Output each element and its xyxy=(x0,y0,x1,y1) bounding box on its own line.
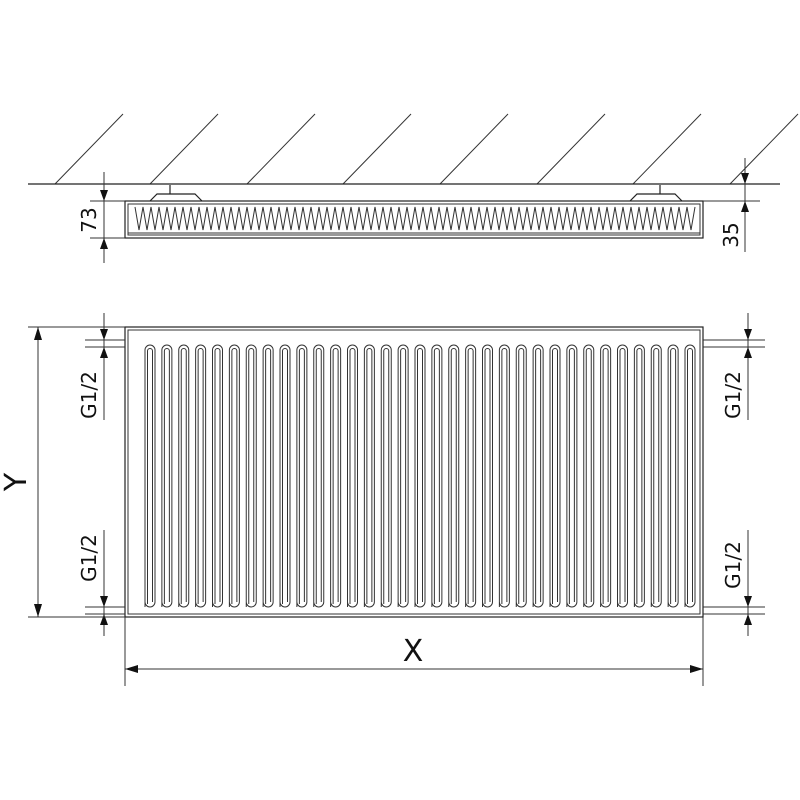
fin xyxy=(313,344,325,608)
connection-pipes xyxy=(85,339,765,615)
fin xyxy=(262,344,274,608)
radiator-panel xyxy=(124,326,704,618)
fin xyxy=(532,344,544,608)
radiator-top-view xyxy=(124,185,704,239)
connection-dimension-right: G1/2 G1/2 xyxy=(721,313,752,636)
wall-gap-label: 35 xyxy=(719,222,743,247)
fin xyxy=(195,344,207,608)
fin xyxy=(380,344,392,608)
fin xyxy=(296,344,308,608)
fin xyxy=(617,344,628,608)
fin xyxy=(600,344,612,608)
width-label: X xyxy=(403,634,424,669)
radiator-front-view xyxy=(85,326,765,618)
height-label: Y xyxy=(0,472,34,492)
width-dimension: X xyxy=(124,617,704,686)
fin xyxy=(684,344,696,608)
bracket-left xyxy=(149,185,203,202)
connection-top-left-label: G1/2 xyxy=(77,371,101,419)
hatch-line xyxy=(729,113,799,185)
fin xyxy=(431,344,443,608)
hatch-line xyxy=(149,113,219,185)
fin xyxy=(363,344,375,608)
fin xyxy=(228,344,240,608)
fin xyxy=(245,344,257,608)
fin xyxy=(161,344,173,608)
connection-bottom-right-label: G1/2 xyxy=(721,541,745,589)
fin xyxy=(397,344,409,608)
depth-label: 73 xyxy=(77,207,101,232)
fin xyxy=(667,344,679,608)
hatch-line xyxy=(439,113,509,185)
hatch-line xyxy=(342,113,412,185)
connection-bottom-left-label: G1/2 xyxy=(77,534,101,582)
fin xyxy=(549,344,561,608)
fin xyxy=(212,344,223,608)
fin xyxy=(482,344,493,608)
fin xyxy=(583,344,595,608)
fin xyxy=(498,344,510,608)
fin xyxy=(448,344,460,608)
fin xyxy=(515,344,527,608)
fin xyxy=(465,344,477,608)
hatch-line xyxy=(536,113,606,185)
fin xyxy=(144,344,156,608)
fin xyxy=(566,344,578,608)
fin xyxy=(347,344,358,608)
hatch-line xyxy=(246,113,316,185)
fin xyxy=(330,344,342,608)
hatch-line xyxy=(632,113,702,185)
fin xyxy=(414,344,426,608)
fin xyxy=(279,344,291,608)
radiator-body-top xyxy=(124,200,704,239)
bracket-right xyxy=(629,185,683,202)
convector-fins xyxy=(134,206,696,231)
fin xyxy=(178,344,190,608)
connection-dimension-left: G1/2 G1/2 xyxy=(77,313,108,636)
wall-gap-dimension: 35 xyxy=(719,158,749,252)
height-dimension: Y xyxy=(0,326,125,618)
connection-top-right-label: G1/2 xyxy=(721,371,745,419)
fin xyxy=(633,344,645,608)
wall-hatching xyxy=(54,113,799,185)
depth-dimension: 73 xyxy=(77,172,108,263)
hatch-line xyxy=(54,113,124,185)
fin xyxy=(650,344,662,608)
panel-fins xyxy=(144,344,696,608)
